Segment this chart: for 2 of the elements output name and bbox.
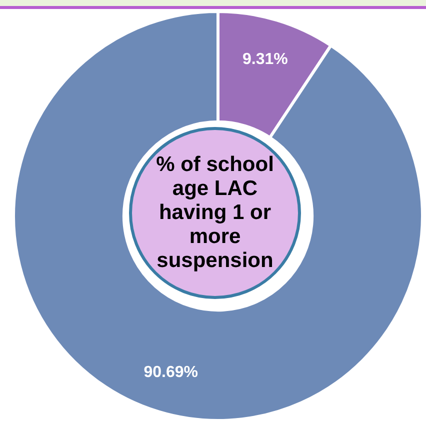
data-label: 9.31% — [242, 50, 288, 68]
data-label: 90.69% — [144, 364, 198, 382]
